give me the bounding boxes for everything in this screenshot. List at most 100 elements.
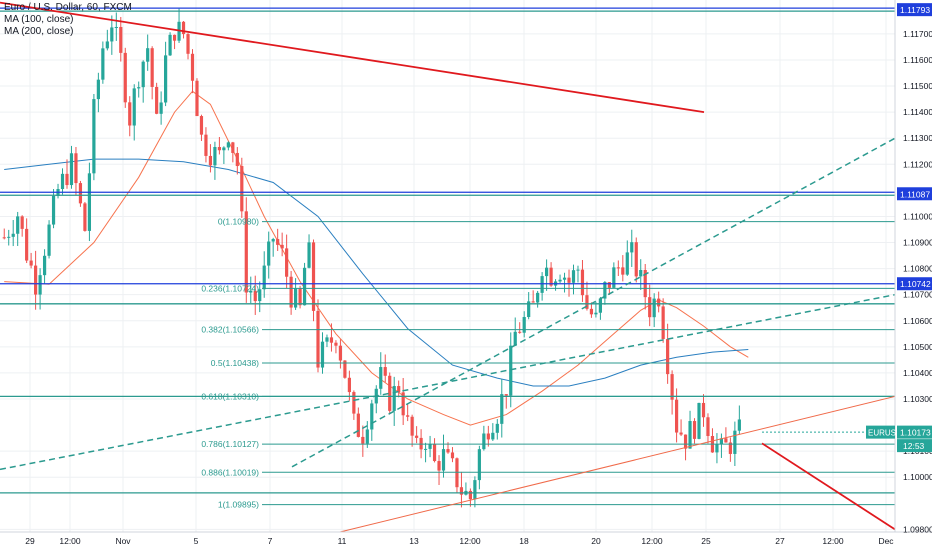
candle-body — [571, 270, 576, 283]
candle-body — [338, 345, 343, 361]
y-tick-label: 1.10800 — [903, 264, 932, 274]
candle-body — [78, 183, 83, 204]
fib-level-label: 0.236(1.10724) — [201, 283, 259, 293]
candle-body — [513, 331, 517, 346]
candle-body — [204, 134, 208, 156]
x-tick-label: 13 — [409, 536, 419, 546]
candle-body — [253, 290, 257, 302]
x-tick-label: Dec — [878, 536, 894, 546]
candle-body — [522, 317, 526, 333]
candle-body — [356, 413, 360, 437]
candle-body — [585, 295, 589, 309]
candle-body — [141, 61, 145, 88]
candle-body — [352, 392, 356, 414]
candle-body — [616, 267, 620, 269]
candle-body — [401, 392, 405, 416]
fib-level-label: 0.382(1.10566) — [201, 325, 259, 335]
candle-body — [666, 339, 670, 375]
candle-body — [500, 394, 504, 424]
candle-body — [240, 166, 244, 212]
y-tick-label: 1.11600 — [903, 55, 932, 65]
candle-body — [128, 102, 132, 126]
candle-body — [473, 480, 477, 500]
y-tick-label: 1.10000 — [903, 472, 932, 482]
candle-body — [293, 288, 298, 308]
candle-body — [20, 216, 24, 229]
candle-body — [302, 267, 307, 306]
candle-body — [42, 255, 47, 276]
candle-body — [661, 306, 665, 340]
price-badge-label: 1.11793 — [900, 5, 930, 15]
candle-body — [733, 430, 737, 454]
drawings[interactable]: 0(1.10980) 0.236(1.10724) 0.382(1.10566) 0.… — [0, 1, 896, 533]
candle-body — [612, 267, 616, 288]
candle-body — [329, 337, 334, 343]
candle-body — [388, 375, 392, 411]
candle-body — [531, 301, 535, 303]
trend-line-resistance[interactable] — [0, 1, 705, 114]
candle-body — [482, 433, 486, 450]
trend-line-support[interactable] — [339, 395, 896, 533]
candle-body — [25, 228, 29, 261]
channel-line-upper[interactable] — [291, 137, 896, 468]
candle-body — [545, 267, 549, 277]
candle-body — [576, 269, 580, 271]
x-tick-label: Nov — [115, 536, 131, 546]
candle-body — [361, 436, 365, 444]
y-tick-label: 1.11400 — [903, 107, 932, 117]
current-price-label: 1.10173 — [900, 428, 931, 438]
candle-body — [630, 242, 634, 253]
candle-body — [567, 277, 571, 283]
candle-body — [34, 265, 38, 295]
candle-body — [271, 239, 275, 242]
candle-body — [289, 276, 293, 308]
candle-body — [397, 386, 401, 393]
candle-body — [114, 26, 118, 28]
candle-body — [258, 289, 262, 302]
x-tick-label: 12:00 — [641, 536, 663, 546]
candle-body — [428, 444, 432, 449]
y-tick-label: 1.11300 — [903, 133, 932, 143]
time-axis-panel — [0, 532, 932, 550]
candle-body — [639, 270, 643, 277]
candle-body — [199, 116, 204, 135]
candle-body — [706, 417, 710, 437]
price-badge-label: 1.10742 — [900, 279, 931, 289]
candle-body — [159, 102, 163, 114]
x-tick-label: 12:00 — [822, 536, 844, 546]
legend-ma200[interactable]: MA (200, close) — [4, 26, 74, 37]
candle-body — [719, 438, 724, 445]
price-badge — [897, 277, 932, 291]
candle-body — [459, 487, 464, 495]
price-axis-panel — [895, 0, 932, 550]
candle-body — [11, 233, 15, 237]
candle-body — [450, 452, 455, 459]
candle-body — [549, 267, 553, 286]
trend-line-projection[interactable] — [761, 442, 896, 531]
y-tick-label: 1.10300 — [903, 394, 932, 404]
candle-body — [621, 267, 625, 275]
y-tick-label: 1.10400 — [903, 368, 932, 378]
candle-body — [320, 341, 325, 368]
y-tick-label: 1.10700 — [903, 290, 932, 300]
candle-body — [603, 282, 607, 299]
legend-ma100[interactable]: MA (100, close) — [4, 14, 74, 25]
countdown-label: 12:53 — [903, 441, 925, 451]
y-tick-label: 1.10600 — [903, 316, 932, 326]
x-tick-label: 7 — [268, 536, 273, 546]
candle-body — [724, 438, 728, 443]
channel-line-lower[interactable] — [0, 293, 896, 471]
candle-body — [334, 342, 338, 346]
candle-body — [365, 429, 369, 444]
candles — [2, 8, 741, 508]
candle-body — [594, 312, 598, 315]
legend-symbol[interactable]: Euro / U.S. Dollar, 60, FXCM — [4, 2, 132, 13]
candle-body — [222, 147, 226, 151]
candle-body — [441, 449, 446, 471]
candle-body — [688, 421, 692, 449]
candle-body — [728, 442, 732, 454]
candle-body — [92, 99, 96, 174]
price-badge-label: 1.11087 — [900, 189, 930, 199]
